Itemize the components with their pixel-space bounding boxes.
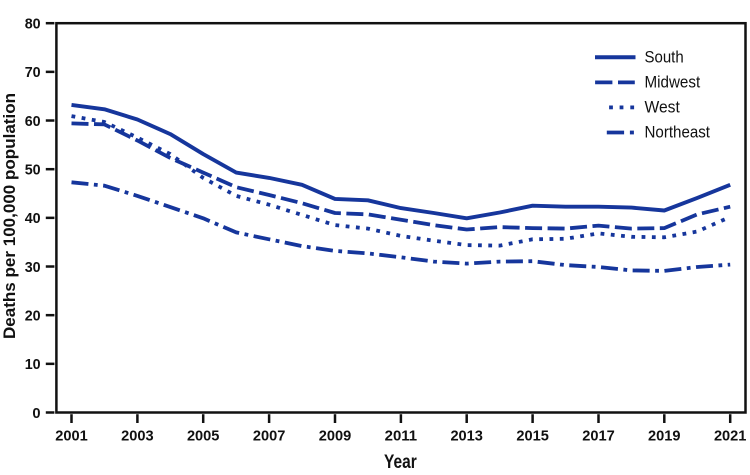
svg-text:40: 40 [25, 211, 41, 227]
svg-text:2007: 2007 [253, 429, 286, 445]
svg-text:0: 0 [32, 406, 40, 422]
svg-text:2019: 2019 [648, 429, 681, 445]
svg-text:Year: Year [384, 452, 417, 473]
svg-text:Deaths per 100,000 population: Deaths per 100,000 population [1, 93, 19, 339]
svg-text:20: 20 [25, 308, 41, 324]
svg-text:2015: 2015 [516, 429, 549, 445]
svg-text:80: 80 [25, 17, 41, 33]
svg-text:2009: 2009 [319, 429, 352, 445]
svg-text:2005: 2005 [187, 429, 220, 445]
svg-text:Midwest: Midwest [645, 73, 701, 92]
svg-text:70: 70 [25, 65, 41, 81]
svg-text:South: South [645, 48, 684, 67]
svg-text:West: West [645, 98, 681, 117]
svg-text:60: 60 [25, 114, 41, 130]
svg-text:2013: 2013 [450, 429, 483, 445]
svg-text:50: 50 [25, 162, 41, 178]
svg-text:10: 10 [25, 357, 41, 373]
svg-text:2003: 2003 [121, 429, 154, 445]
svg-text:30: 30 [25, 260, 41, 276]
svg-text:2001: 2001 [55, 429, 88, 445]
svg-text:2017: 2017 [582, 429, 615, 445]
svg-text:2011: 2011 [385, 429, 418, 445]
svg-text:Northeast: Northeast [645, 123, 711, 142]
svg-text:2021: 2021 [714, 429, 747, 445]
